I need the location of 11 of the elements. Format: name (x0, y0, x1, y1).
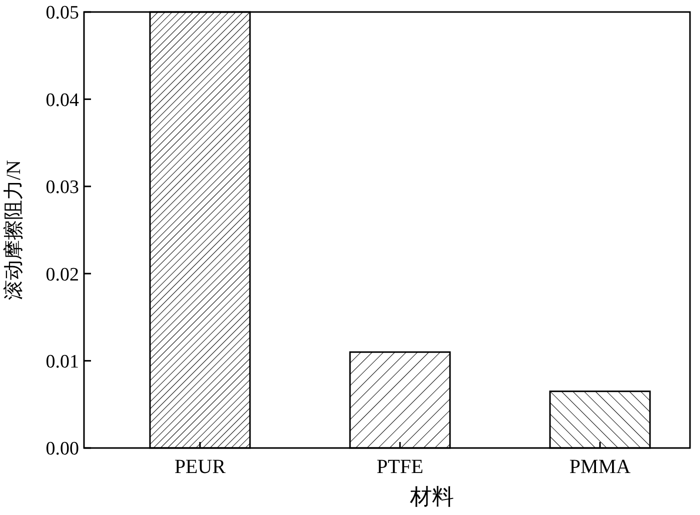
y-tick-label: 0.00 (46, 438, 79, 460)
y-tick-label: 0.02 (46, 264, 79, 286)
y-tick-label: 0.04 (46, 90, 80, 111)
x-tick-label: PTFE (376, 456, 424, 478)
y-tick-label: 0.03 (46, 177, 79, 198)
y-tick-label: 0.01 (46, 351, 79, 372)
y-tick-label: 0.05 (46, 2, 79, 24)
x-tick-label: PEUR (174, 456, 226, 478)
x-axis-title: 材料 (409, 484, 454, 509)
y-axis-title: 滚动摩擦阻力/N (3, 160, 25, 300)
x-tick-label: PMMA (569, 456, 632, 478)
